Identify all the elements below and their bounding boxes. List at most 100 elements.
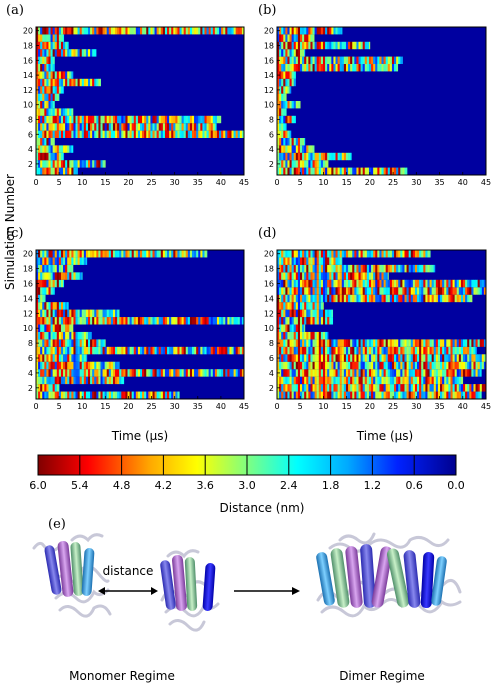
heatmap-cell: [281, 354, 284, 362]
heatmap-cell: [306, 317, 309, 325]
heatmap-cell: [46, 264, 49, 273]
heatmap-cell: [473, 339, 476, 347]
heatmap-cell: [285, 331, 288, 340]
heatmap-cell: [131, 130, 135, 138]
heatmap-cell: [40, 56, 43, 64]
heatmap-cell: [123, 346, 126, 355]
heatmap-cell: [341, 250, 345, 258]
x-tick-label: 30: [411, 402, 421, 411]
heatmap-cell: [333, 152, 336, 161]
heatmap-cell: [54, 354, 58, 362]
heatmap-cell: [221, 27, 224, 35]
heatmap-cell: [83, 309, 87, 318]
heatmap-cell: [56, 272, 60, 280]
heatmap-cell: [52, 376, 56, 385]
heatmap-cell: [44, 361, 47, 370]
y-tick-label: 12: [23, 86, 33, 95]
heatmap-cell: [477, 369, 481, 377]
heatmap-cell: [175, 115, 178, 124]
heatmap-cell: [36, 302, 39, 310]
heatmap-cell: [277, 34, 280, 42]
heatmap-cell: [302, 64, 305, 72]
heatmap-cell: [423, 384, 426, 392]
heatmap-cell: [433, 384, 437, 392]
heatmap-cell: [310, 302, 313, 310]
heatmap-cell: [396, 361, 399, 370]
heatmap-cell: [65, 391, 68, 399]
heatmap-cell: [452, 361, 455, 370]
heatmap-cell: [287, 257, 290, 265]
heatmap-cell: [320, 287, 324, 295]
heatmap-cell: [156, 123, 160, 131]
heatmap-cell: [104, 361, 108, 370]
heatmap-cell: [375, 369, 378, 377]
heatmap-cell: [71, 145, 74, 153]
heatmap-cell: [289, 27, 292, 35]
heatmap-cell: [316, 361, 320, 370]
heatmap-cell: [479, 391, 482, 399]
heatmap-cell: [279, 287, 282, 295]
heatmap-cell: [194, 27, 197, 35]
heatmap-cell: [348, 354, 351, 362]
heatmap-cell: [65, 361, 68, 370]
heatmap-cell: [135, 391, 139, 399]
heatmap-cell: [329, 279, 332, 288]
x-tick-label: 5: [298, 402, 303, 411]
heatmap-cell: [316, 354, 320, 362]
monomer-structure-left: [32, 533, 112, 618]
heatmap-cell: [58, 115, 62, 124]
heatmap-cell: [283, 287, 286, 295]
heatmap-cell: [214, 27, 218, 35]
heatmap-cell: [404, 384, 407, 392]
heatmap-cell: [98, 309, 101, 318]
heatmap-cell: [350, 361, 353, 370]
heatmap-cell: [293, 138, 297, 146]
heatmap-cell: [60, 369, 64, 377]
heatmap-cell: [339, 339, 343, 347]
heatmap-cell: [48, 384, 51, 392]
heatmap-cell: [383, 272, 386, 280]
heatmap-row: [277, 34, 315, 42]
heatmap-cell: [421, 339, 424, 347]
heatmap-cell: [302, 56, 305, 64]
heatmap-cell: [235, 317, 239, 325]
heatmap-cell: [333, 287, 336, 295]
heatmap-cell: [352, 64, 355, 72]
heatmap-cell: [325, 264, 328, 273]
heatmap-cell: [448, 294, 451, 303]
heatmap-cell: [448, 346, 451, 355]
heatmap-cell: [429, 250, 431, 258]
heatmap-cell: [364, 354, 368, 362]
heatmap-cell: [90, 123, 93, 131]
heatmap-cell: [40, 101, 43, 109]
heatmap-cell: [293, 56, 297, 64]
heatmap-cell: [295, 56, 299, 64]
heatmap-cell: [121, 376, 124, 385]
heatmap-cell: [46, 339, 49, 347]
heatmap-cell: [314, 317, 318, 325]
heatmap-cell: [406, 361, 409, 370]
heatmap-cell: [433, 287, 437, 295]
heatmap-cell: [198, 317, 201, 325]
heatmap-cell: [44, 160, 47, 168]
heatmap-cell: [293, 160, 297, 168]
heatmap-cell: [362, 294, 366, 303]
heatmap-cell: [112, 391, 116, 399]
heatmap-cell: [385, 250, 389, 258]
heatmap-cell: [343, 287, 347, 295]
heatmap-cell: [350, 152, 352, 161]
heatmap-cell: [50, 369, 53, 377]
heatmap-cell: [333, 56, 336, 64]
heatmap-cell: [85, 49, 89, 57]
heatmap-cell: [131, 391, 135, 399]
heatmap-row: [277, 391, 482, 399]
heatmap-cell: [465, 354, 468, 362]
heatmap-cell: [177, 250, 180, 258]
heatmap-cell: [320, 376, 324, 385]
heatmap-cell: [287, 294, 290, 303]
heatmap-cell: [318, 376, 322, 385]
heatmap-cell: [142, 123, 145, 131]
heatmap-cell: [277, 123, 280, 131]
heatmap-cell: [366, 287, 370, 295]
heatmap-cell: [187, 250, 191, 258]
